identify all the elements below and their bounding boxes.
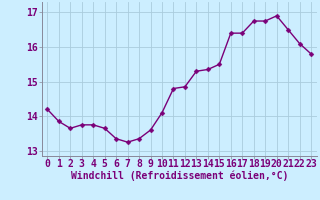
X-axis label: Windchill (Refroidissement éolien,°C): Windchill (Refroidissement éolien,°C) <box>70 171 288 181</box>
